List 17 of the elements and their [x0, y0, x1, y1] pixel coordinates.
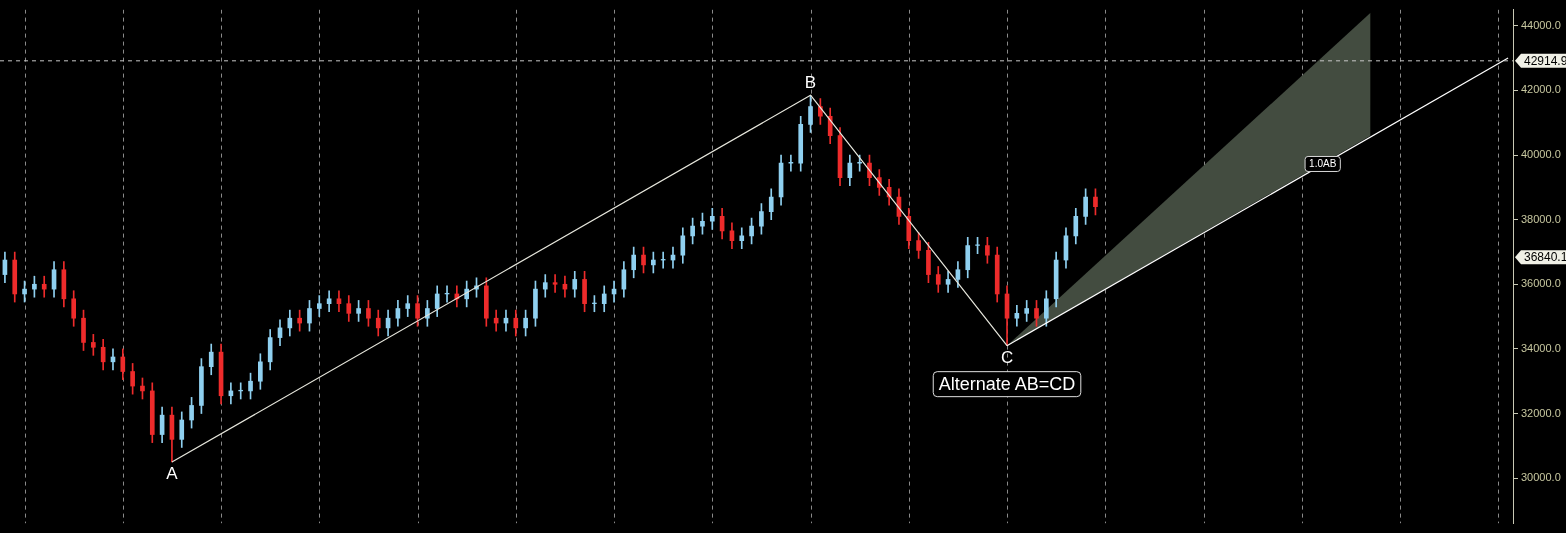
y-tick-label: 34000.0	[1521, 341, 1561, 354]
data-label: A	[166, 464, 179, 484]
y-tick-label: 40000.0	[1521, 148, 1561, 161]
ref-line-label: 42914.9	[1524, 54, 1566, 69]
annotation: Alternate AB=CD	[938, 373, 1076, 394]
y-tick-label: 42000.0	[1521, 83, 1561, 96]
data-label: B	[804, 73, 817, 93]
series-label: 1.0AB	[1309, 158, 1337, 170]
candlestick	[41, 275, 47, 298]
y-tick-label: 36000.0	[1521, 277, 1561, 290]
y-tick-label: 44000.0	[1521, 18, 1561, 31]
data-label: C	[1000, 347, 1014, 367]
y-tick-label: 30000.0	[1521, 471, 1561, 484]
text: 36840.1	[1524, 250, 1566, 265]
y-tick-label: 38000.0	[1521, 212, 1561, 225]
y-tick-label: 32000.0	[1521, 406, 1561, 419]
candlestick	[552, 274, 558, 293]
